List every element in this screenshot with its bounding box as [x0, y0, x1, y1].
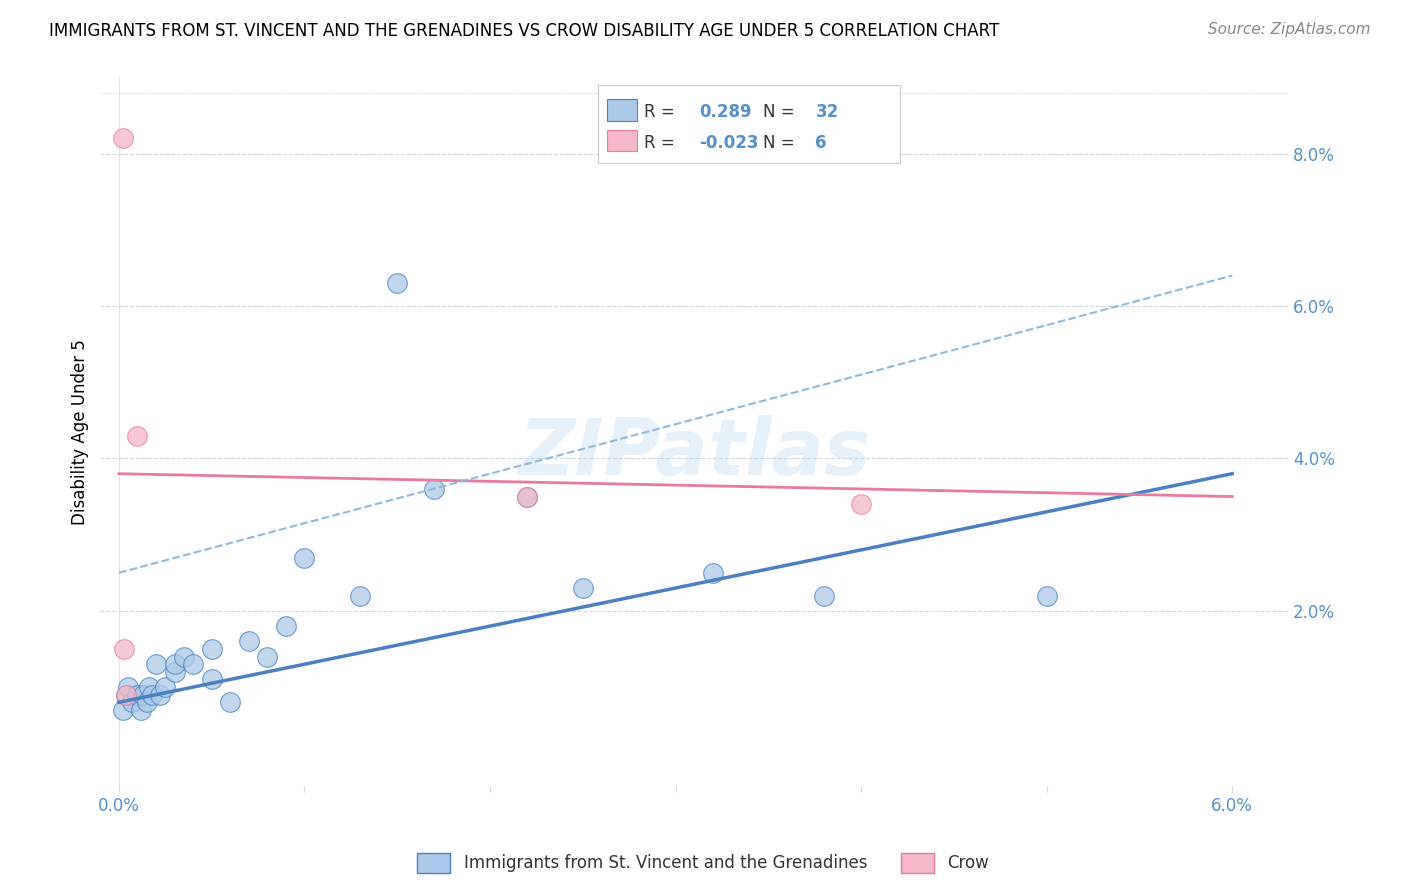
Point [294, 550, 316, 565]
Point [387, 276, 409, 290]
Point [141, 688, 163, 702]
Point [219, 695, 242, 709]
Point [115, 688, 138, 702]
Point [702, 566, 724, 580]
Point [121, 695, 143, 709]
Point [155, 680, 177, 694]
Point [201, 642, 224, 657]
Point [115, 688, 138, 702]
Text: R =: R = [644, 103, 675, 121]
Text: Source: ZipAtlas.com: Source: ZipAtlas.com [1208, 22, 1371, 37]
Y-axis label: Disability Age Under 5: Disability Age Under 5 [72, 339, 89, 524]
Text: 6: 6 [815, 134, 827, 152]
Text: -0.023: -0.023 [699, 134, 758, 152]
Point [117, 680, 139, 694]
Point [173, 649, 195, 664]
Text: ZIPatlas: ZIPatlas [517, 415, 870, 491]
Point [849, 497, 872, 511]
Point [1035, 589, 1057, 603]
Text: R =: R = [644, 134, 675, 152]
Point [111, 703, 134, 717]
Point [813, 589, 835, 603]
Point [423, 482, 446, 496]
Legend: Immigrants from St. Vincent and the Grenadines, Crow: Immigrants from St. Vincent and the Gren… [411, 847, 995, 880]
Point [114, 642, 136, 657]
Point [111, 131, 134, 145]
Point [129, 703, 152, 717]
Point [138, 680, 160, 694]
Point [149, 688, 172, 702]
Text: 0.289: 0.289 [699, 103, 751, 121]
Text: IMMIGRANTS FROM ST. VINCENT AND THE GRENADINES VS CROW DISABILITY AGE UNDER 5 CO: IMMIGRANTS FROM ST. VINCENT AND THE GREN… [49, 22, 1000, 40]
Point [349, 589, 371, 603]
Point [274, 619, 297, 633]
Point [135, 695, 157, 709]
Point [181, 657, 204, 672]
Point [127, 428, 149, 442]
Text: N =: N = [763, 103, 794, 121]
Point [256, 649, 278, 664]
Point [516, 490, 538, 504]
Point [163, 665, 186, 679]
Point [516, 490, 538, 504]
Point [127, 688, 149, 702]
Point [163, 657, 186, 672]
Point [201, 673, 224, 687]
Point [238, 634, 260, 648]
Text: N =: N = [763, 134, 794, 152]
Text: 32: 32 [815, 103, 839, 121]
Point [572, 581, 595, 595]
Point [132, 688, 155, 702]
Point [145, 657, 167, 672]
